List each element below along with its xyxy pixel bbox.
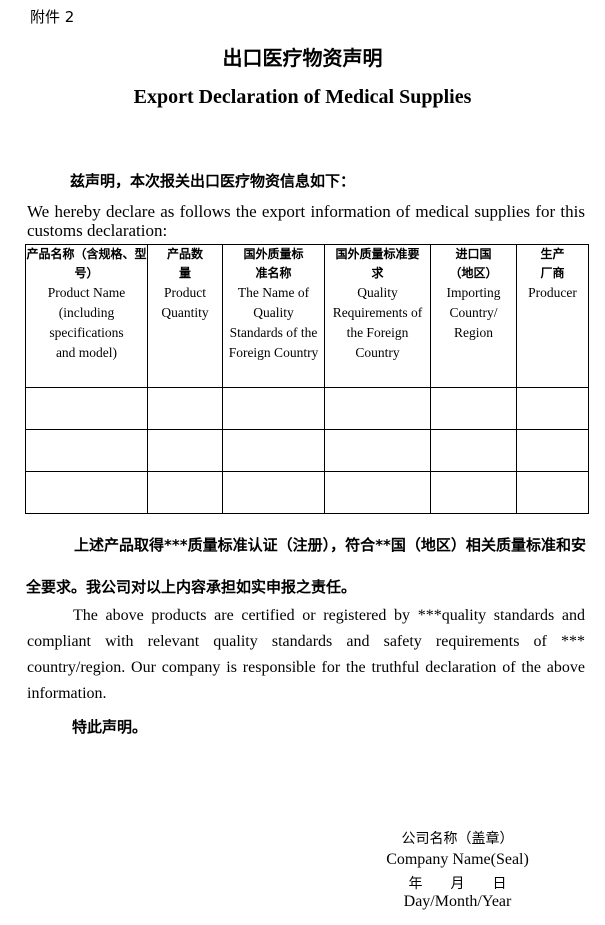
- date-chinese: 年 月 日: [408, 876, 507, 892]
- header-product-name: 产品名称（含规格、型号） Product Name (including spec…: [25, 244, 148, 388]
- paragraph-chinese: 上述产品取得***质量标准认证（注册），符合**国（地区）相关质量标准和安全要求…: [26, 536, 586, 596]
- table-cell[interactable]: [147, 471, 223, 514]
- table-cell[interactable]: [25, 387, 148, 430]
- table-cell[interactable]: [516, 429, 589, 472]
- table-cell[interactable]: [324, 471, 431, 514]
- header-standards-name: 国外质量标准名称 The Name of Quality Standards of…: [222, 244, 325, 388]
- table-cell[interactable]: [222, 387, 325, 430]
- table-cell[interactable]: [430, 471, 517, 514]
- table-row: [25, 471, 589, 514]
- table-row: [25, 387, 589, 430]
- title-chinese: 出口医疗物资声明: [222, 46, 383, 70]
- date-english: Day/Month/Year: [403, 893, 512, 910]
- table-cell[interactable]: [516, 471, 589, 514]
- attachment-label: 附件 2: [30, 8, 75, 26]
- paragraph-english: The above products are certified or regi…: [27, 607, 585, 702]
- table-row: [25, 429, 589, 472]
- declaration-statement: 特此声明。: [72, 718, 148, 736]
- table-cell[interactable]: [222, 471, 325, 514]
- table-cell[interactable]: [430, 387, 517, 430]
- header-importing-country: 进口国（地区） Importing Country/ Region: [430, 244, 517, 388]
- company-name-chinese: 公司名称（盖章）: [401, 831, 514, 847]
- supplies-table: 产品名称（含规格、型号） Product Name (including spec…: [25, 244, 589, 514]
- title-english: Export Declaration of Medical Supplies: [133, 86, 472, 108]
- table-cell[interactable]: [324, 387, 431, 430]
- table-cell[interactable]: [430, 429, 517, 472]
- table-cell[interactable]: [25, 471, 148, 514]
- header-quality-requirements: 国外质量标准要求 Quality Requirements of the Fore…: [324, 244, 431, 388]
- table-cell[interactable]: [147, 387, 223, 430]
- table-header-row: 产品名称（含规格、型号） Product Name (including spec…: [25, 244, 589, 388]
- intro-english: We hereby declare as follows the export …: [27, 202, 585, 240]
- header-product-quantity: 产品数量 Product Quantity: [147, 244, 223, 388]
- intro-chinese: 兹声明，本次报关出口医疗物资信息如下：: [70, 172, 356, 190]
- company-name-english: Company Name(Seal): [386, 851, 529, 868]
- table-cell[interactable]: [222, 429, 325, 472]
- table-cell[interactable]: [25, 429, 148, 472]
- header-producer: 生产厂商 Producer: [516, 244, 589, 388]
- table-cell[interactable]: [324, 429, 431, 472]
- table-cell[interactable]: [516, 387, 589, 430]
- table-cell[interactable]: [147, 429, 223, 472]
